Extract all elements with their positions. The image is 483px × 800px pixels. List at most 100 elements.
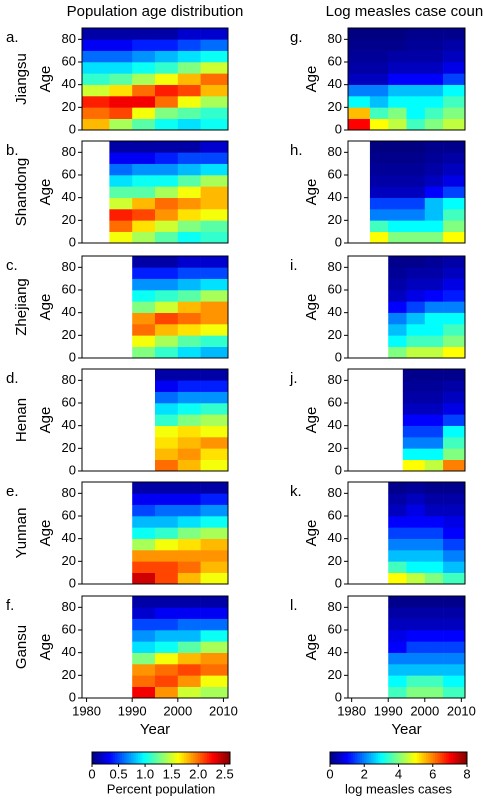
heat-cell: [443, 482, 466, 494]
heat-cell: [443, 267, 466, 279]
y-tick-label: 20: [328, 99, 342, 114]
heat-cell: [155, 391, 179, 404]
heat-cell: [109, 118, 133, 131]
heat-cell: [200, 538, 229, 551]
heat-cell: [402, 425, 426, 438]
colorbar-segment: [204, 752, 208, 764]
heat-cell: [388, 652, 407, 665]
heat-cell: [406, 197, 426, 210]
heat-cell: [388, 209, 407, 221]
heat-cell: [443, 220, 466, 232]
heat-cell: [443, 652, 466, 665]
heat-cell: [200, 290, 229, 302]
heat-cell: [388, 50, 407, 63]
heat-cell: [132, 152, 156, 164]
panel-label: g.: [290, 29, 303, 46]
heat-cell: [200, 618, 229, 631]
heat-cell: [424, 267, 444, 279]
heat-cell: [155, 675, 179, 687]
colorbar-segment: [195, 752, 199, 764]
heat-cell: [109, 209, 133, 221]
y-tick-label: 60: [328, 621, 342, 636]
heat-cell: [424, 62, 444, 74]
colorbar-segment: [223, 752, 226, 764]
colorbar-tick-label: 1.5: [163, 766, 181, 781]
colorbar-segment: [193, 752, 196, 764]
heat-cell: [406, 290, 426, 302]
heat-cell: [177, 641, 201, 653]
colorbar-segment: [209, 752, 213, 764]
heat-cell: [424, 369, 444, 381]
heat-cell: [443, 28, 466, 40]
group-label: Jiangsu: [13, 53, 30, 105]
heat-cell: [132, 493, 156, 505]
heat-cell: [200, 28, 229, 40]
heat-cell: [443, 538, 466, 551]
heat-cell: [388, 186, 407, 198]
colorbar-segment: [138, 752, 141, 764]
heat-cell: [155, 630, 179, 642]
heat-cell: [200, 324, 229, 336]
heat-cell: [132, 118, 156, 131]
heat-cell: [155, 209, 179, 221]
heat-cell: [200, 39, 229, 51]
heat-cell: [443, 346, 466, 359]
heat-cell: [388, 504, 407, 517]
heat-cell: [402, 437, 426, 449]
heat-cell: [406, 641, 426, 653]
panel-label: h.: [290, 142, 303, 159]
heat-cell: [132, 652, 156, 665]
heat-cell: [388, 630, 407, 642]
colorbar-segment: [161, 752, 164, 764]
colorbar-segment: [213, 752, 217, 764]
x-axis-label: Year: [140, 721, 170, 738]
heat-cell: [177, 380, 201, 392]
heat-cell: [406, 62, 426, 74]
heat-cell: [406, 686, 426, 699]
heat-cell: [155, 369, 179, 381]
heat-cell: [443, 391, 466, 404]
heat-cell: [200, 152, 229, 164]
plot-frame: [347, 481, 466, 585]
heat-cell: [132, 175, 156, 187]
heat-cell: [443, 437, 466, 449]
heat-cell: [155, 118, 179, 131]
heat-cell: [155, 493, 179, 505]
heat-cell: [155, 220, 179, 232]
panel-title: Population age distribution: [67, 3, 244, 20]
colorbar-segment: [128, 752, 132, 764]
colorbar-segment: [101, 752, 104, 764]
heat-cell: [155, 561, 179, 573]
heat-cell: [388, 312, 407, 325]
heat-cell: [109, 73, 133, 85]
heat-cell: [109, 163, 133, 176]
heat-cell: [132, 686, 156, 699]
heat-cell: [132, 278, 156, 291]
colorbar-segment: [207, 752, 210, 764]
colorbar-segment: [115, 752, 118, 764]
y-tick-label: 60: [328, 507, 342, 522]
heat-cell: [443, 630, 466, 642]
heat-cell: [406, 209, 426, 221]
heat-cell: [177, 561, 201, 573]
heat-cell: [177, 231, 201, 244]
colorbar-segment: [446, 752, 450, 764]
colorbar-tick-label: 0.5: [109, 766, 127, 781]
colorbar-tick-label: 0: [88, 766, 95, 781]
heat-cell: [443, 163, 466, 176]
heat-cell: [443, 209, 466, 221]
colorbar-tick-label: 2: [361, 766, 368, 781]
heat-cell: [406, 50, 426, 63]
colorbar-segment: [98, 752, 102, 764]
colorbar-tick-label: 2.5: [216, 766, 234, 781]
heat-cell: [177, 312, 201, 325]
heat-cell: [200, 369, 229, 381]
y-tick-label: 80: [62, 31, 76, 46]
y-tick-label: 60: [62, 166, 76, 181]
heat-cell: [369, 163, 389, 176]
y-axis-label: Age: [37, 66, 54, 93]
heat-cell: [177, 403, 201, 415]
heat-cell: [406, 664, 426, 676]
colorbar-segment: [142, 752, 146, 764]
